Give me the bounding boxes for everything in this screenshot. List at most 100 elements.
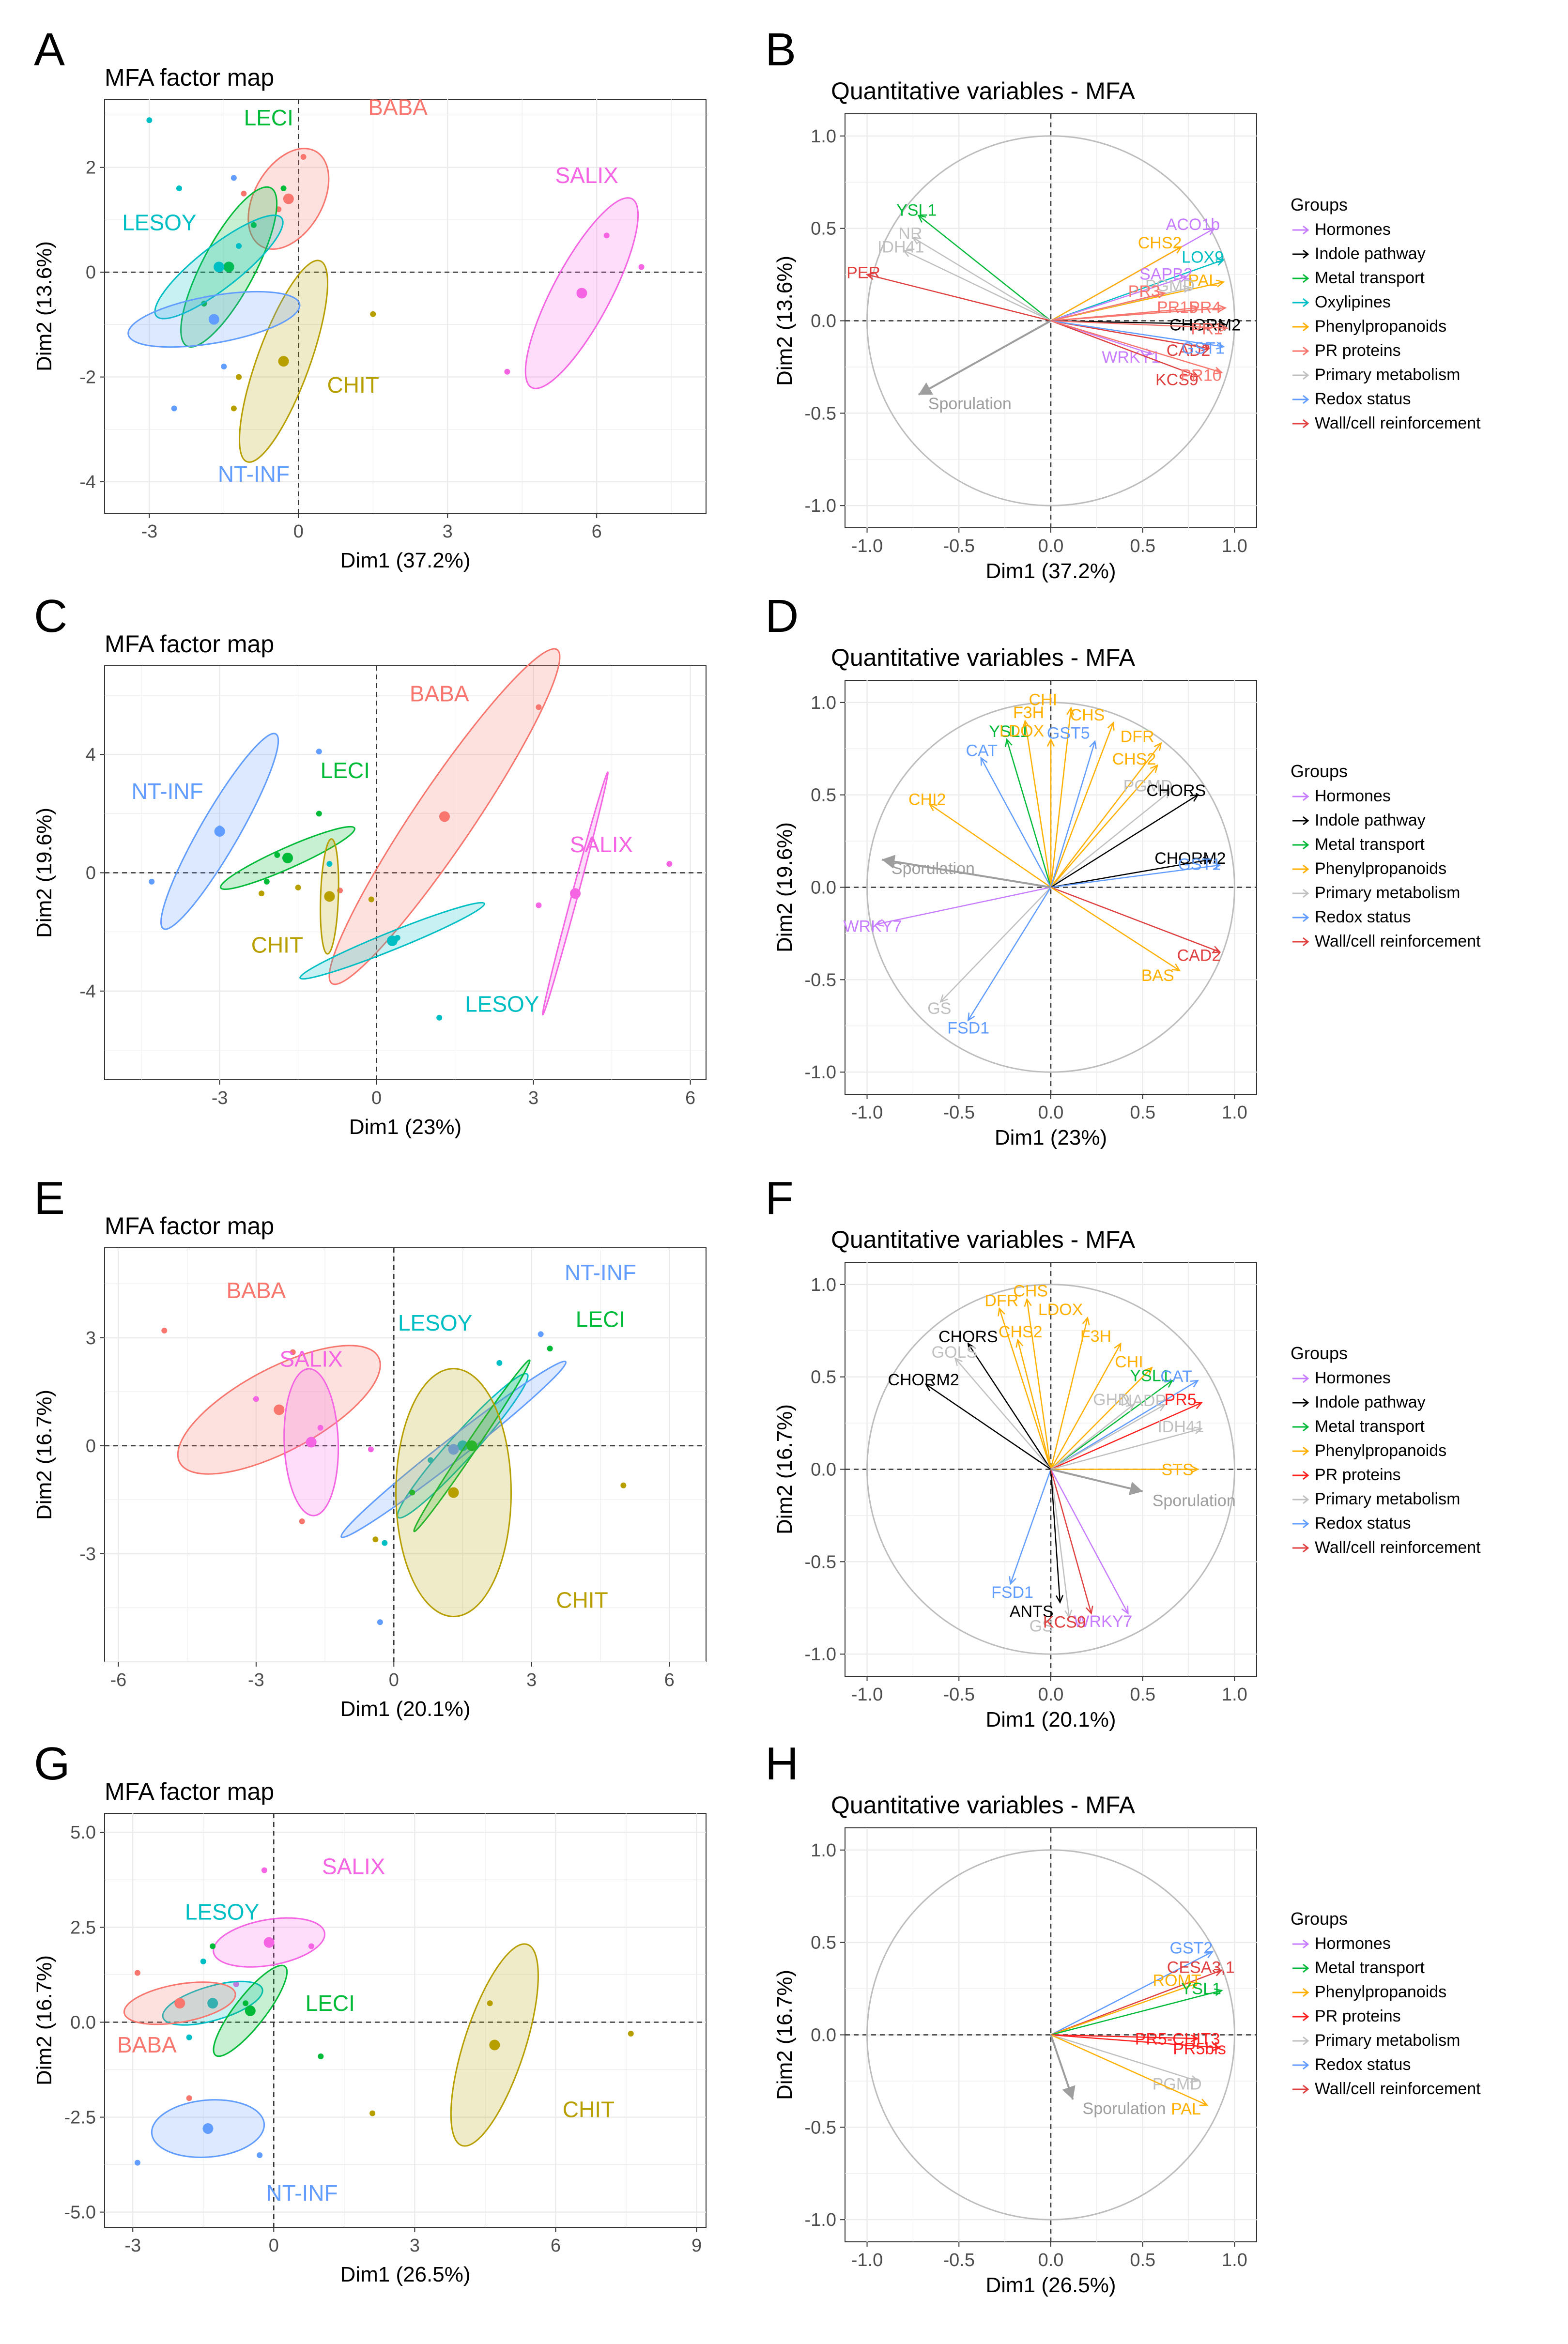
replicate-point [316, 749, 322, 755]
x-tick-label: 0.5 [1130, 536, 1155, 556]
x-tick-label: -0.5 [943, 536, 975, 556]
group-centroid [387, 935, 398, 946]
replicate-point [666, 861, 673, 867]
x-tick-label: -3 [124, 2236, 141, 2256]
arrow-head [1125, 1404, 1135, 1412]
arrow-head [1009, 1576, 1016, 1585]
arrow-head [1022, 720, 1030, 729]
arrow-head [967, 1012, 975, 1022]
x-axis-title: Dim1 (23%) [349, 1115, 461, 1139]
replicate-point [538, 1331, 544, 1337]
group-label: CHIT [563, 2097, 615, 2122]
replicate-point [176, 185, 182, 191]
arrow-head [1201, 343, 1211, 352]
y-tick-label: 0.0 [811, 311, 836, 332]
x-tick-label: -0.5 [943, 1103, 975, 1123]
arrow-head [1107, 721, 1115, 731]
plot-title: MFA factor map [105, 1778, 274, 1805]
group-label: LESOY [122, 210, 196, 235]
variable-arrow [1050, 246, 1182, 322]
y-tick-label: 2 [86, 158, 96, 178]
y-tick-label: 1.0 [811, 693, 836, 713]
arrow-head [1150, 764, 1158, 773]
replicate-point [186, 2034, 192, 2040]
y-axis-title: Dim2 (16.7%) [773, 1970, 797, 2100]
group-lesoy: LESOY [382, 1310, 529, 1546]
y-tick-label: 0.5 [811, 1933, 836, 1953]
group-leci: LECI [409, 1307, 625, 1532]
legend-item: Redox status [1315, 390, 1411, 408]
x-tick-label: 6 [685, 1088, 695, 1108]
replicate-point [536, 704, 542, 710]
arrow-head [1164, 1379, 1173, 1388]
x-tick-label: 0.5 [1130, 2250, 1155, 2270]
legend-key-arrow [1303, 249, 1309, 259]
arrow-head [1190, 1981, 1199, 1989]
y-axis-title: Dim2 (19.6%) [773, 822, 797, 952]
replicate-point [368, 1446, 374, 1453]
x-tick-label: 0.5 [1130, 1685, 1155, 1705]
legend-item: Redox status [1315, 2055, 1411, 2074]
plot-title: Quantitative variables - MFA [831, 1792, 1136, 1819]
variable-arrow [1050, 743, 1162, 888]
variable-arrow [1050, 791, 1171, 888]
group-label: NT-INF [131, 779, 203, 804]
group-label: SALIX [570, 832, 633, 857]
legend-item: Wall/cell reinforcement [1315, 1538, 1481, 1557]
variable-label: YSL1 [896, 201, 937, 220]
panel-letter: G [34, 1738, 70, 1790]
arrow-head [1114, 1342, 1122, 1351]
x-axis-title: Dim1 (26.5%) [986, 2273, 1116, 2297]
x-axis-title: Dim1 (37.2%) [986, 559, 1116, 583]
x-tick-label: -0.5 [943, 2250, 975, 2270]
arrow-head [917, 214, 926, 223]
variable-label: CHI [1029, 690, 1057, 709]
variable-arrow [954, 1358, 1051, 1470]
y-tick-label: 2.5 [70, 1917, 96, 1938]
y-tick-label: 0 [86, 1436, 96, 1456]
legend: Groups Hormones Metal transport Phenylpropa… [1291, 1909, 1481, 2098]
x-tick-label: -0.5 [943, 1685, 975, 1705]
variable-arrow [968, 1343, 1052, 1470]
arrow-head [1216, 341, 1225, 350]
replicate-point [231, 175, 237, 181]
variable-arrow [1050, 1982, 1198, 2036]
plot-panel [104, 1813, 707, 2228]
arrow-head [1214, 1988, 1223, 1996]
plot-root: A MFA factor map -3 0 3 6 -4 -2 0 2 Dim1 (37.2%) Di… [32, 24, 1481, 2297]
arrow-head [1212, 862, 1221, 870]
legend-item: Hormones [1315, 220, 1391, 239]
plot-title: MFA factor map [105, 630, 274, 658]
variable-arrow [1050, 292, 1165, 322]
arrow-head [1162, 790, 1171, 799]
replicate-point [200, 1958, 206, 1964]
variable-label: PR1 [1191, 320, 1223, 338]
group-centroid [278, 356, 289, 367]
group-chit: CHIT [231, 260, 379, 463]
variable-arrow [1050, 1343, 1122, 1470]
variable-label: WRKY7 [843, 918, 902, 936]
legend-item: Primary metabolism [1315, 366, 1460, 384]
replicate-point [382, 1540, 388, 1546]
replicate-point [261, 1867, 267, 1873]
group-centroid [466, 1440, 477, 1451]
group-centroid [457, 1440, 468, 1451]
variable-arrow [1026, 1299, 1052, 1470]
variable-arrow [1050, 320, 1228, 329]
legend-key-arrow [1303, 1446, 1309, 1456]
replicate-point [308, 1943, 314, 1949]
legend-key-arrow [1303, 2036, 1309, 2046]
variable-label: NADP [1121, 1392, 1166, 1410]
y-tick-label: 1.0 [811, 1840, 836, 1861]
y-tick-label: -4 [79, 472, 96, 492]
y-tick-label: 5.0 [70, 1823, 96, 1843]
legend-item: Hormones [1315, 1369, 1391, 1387]
arrow-head [1190, 794, 1199, 802]
legend-key-arrow [1303, 2060, 1309, 2070]
legend-item: Primary metabolism [1315, 2031, 1460, 2050]
replicate-point [603, 232, 610, 239]
grid [105, 1248, 706, 1663]
x-tick-label: -3 [248, 1670, 264, 1690]
legend-key-arrow [1303, 370, 1309, 380]
panel-letter: B [765, 24, 796, 76]
